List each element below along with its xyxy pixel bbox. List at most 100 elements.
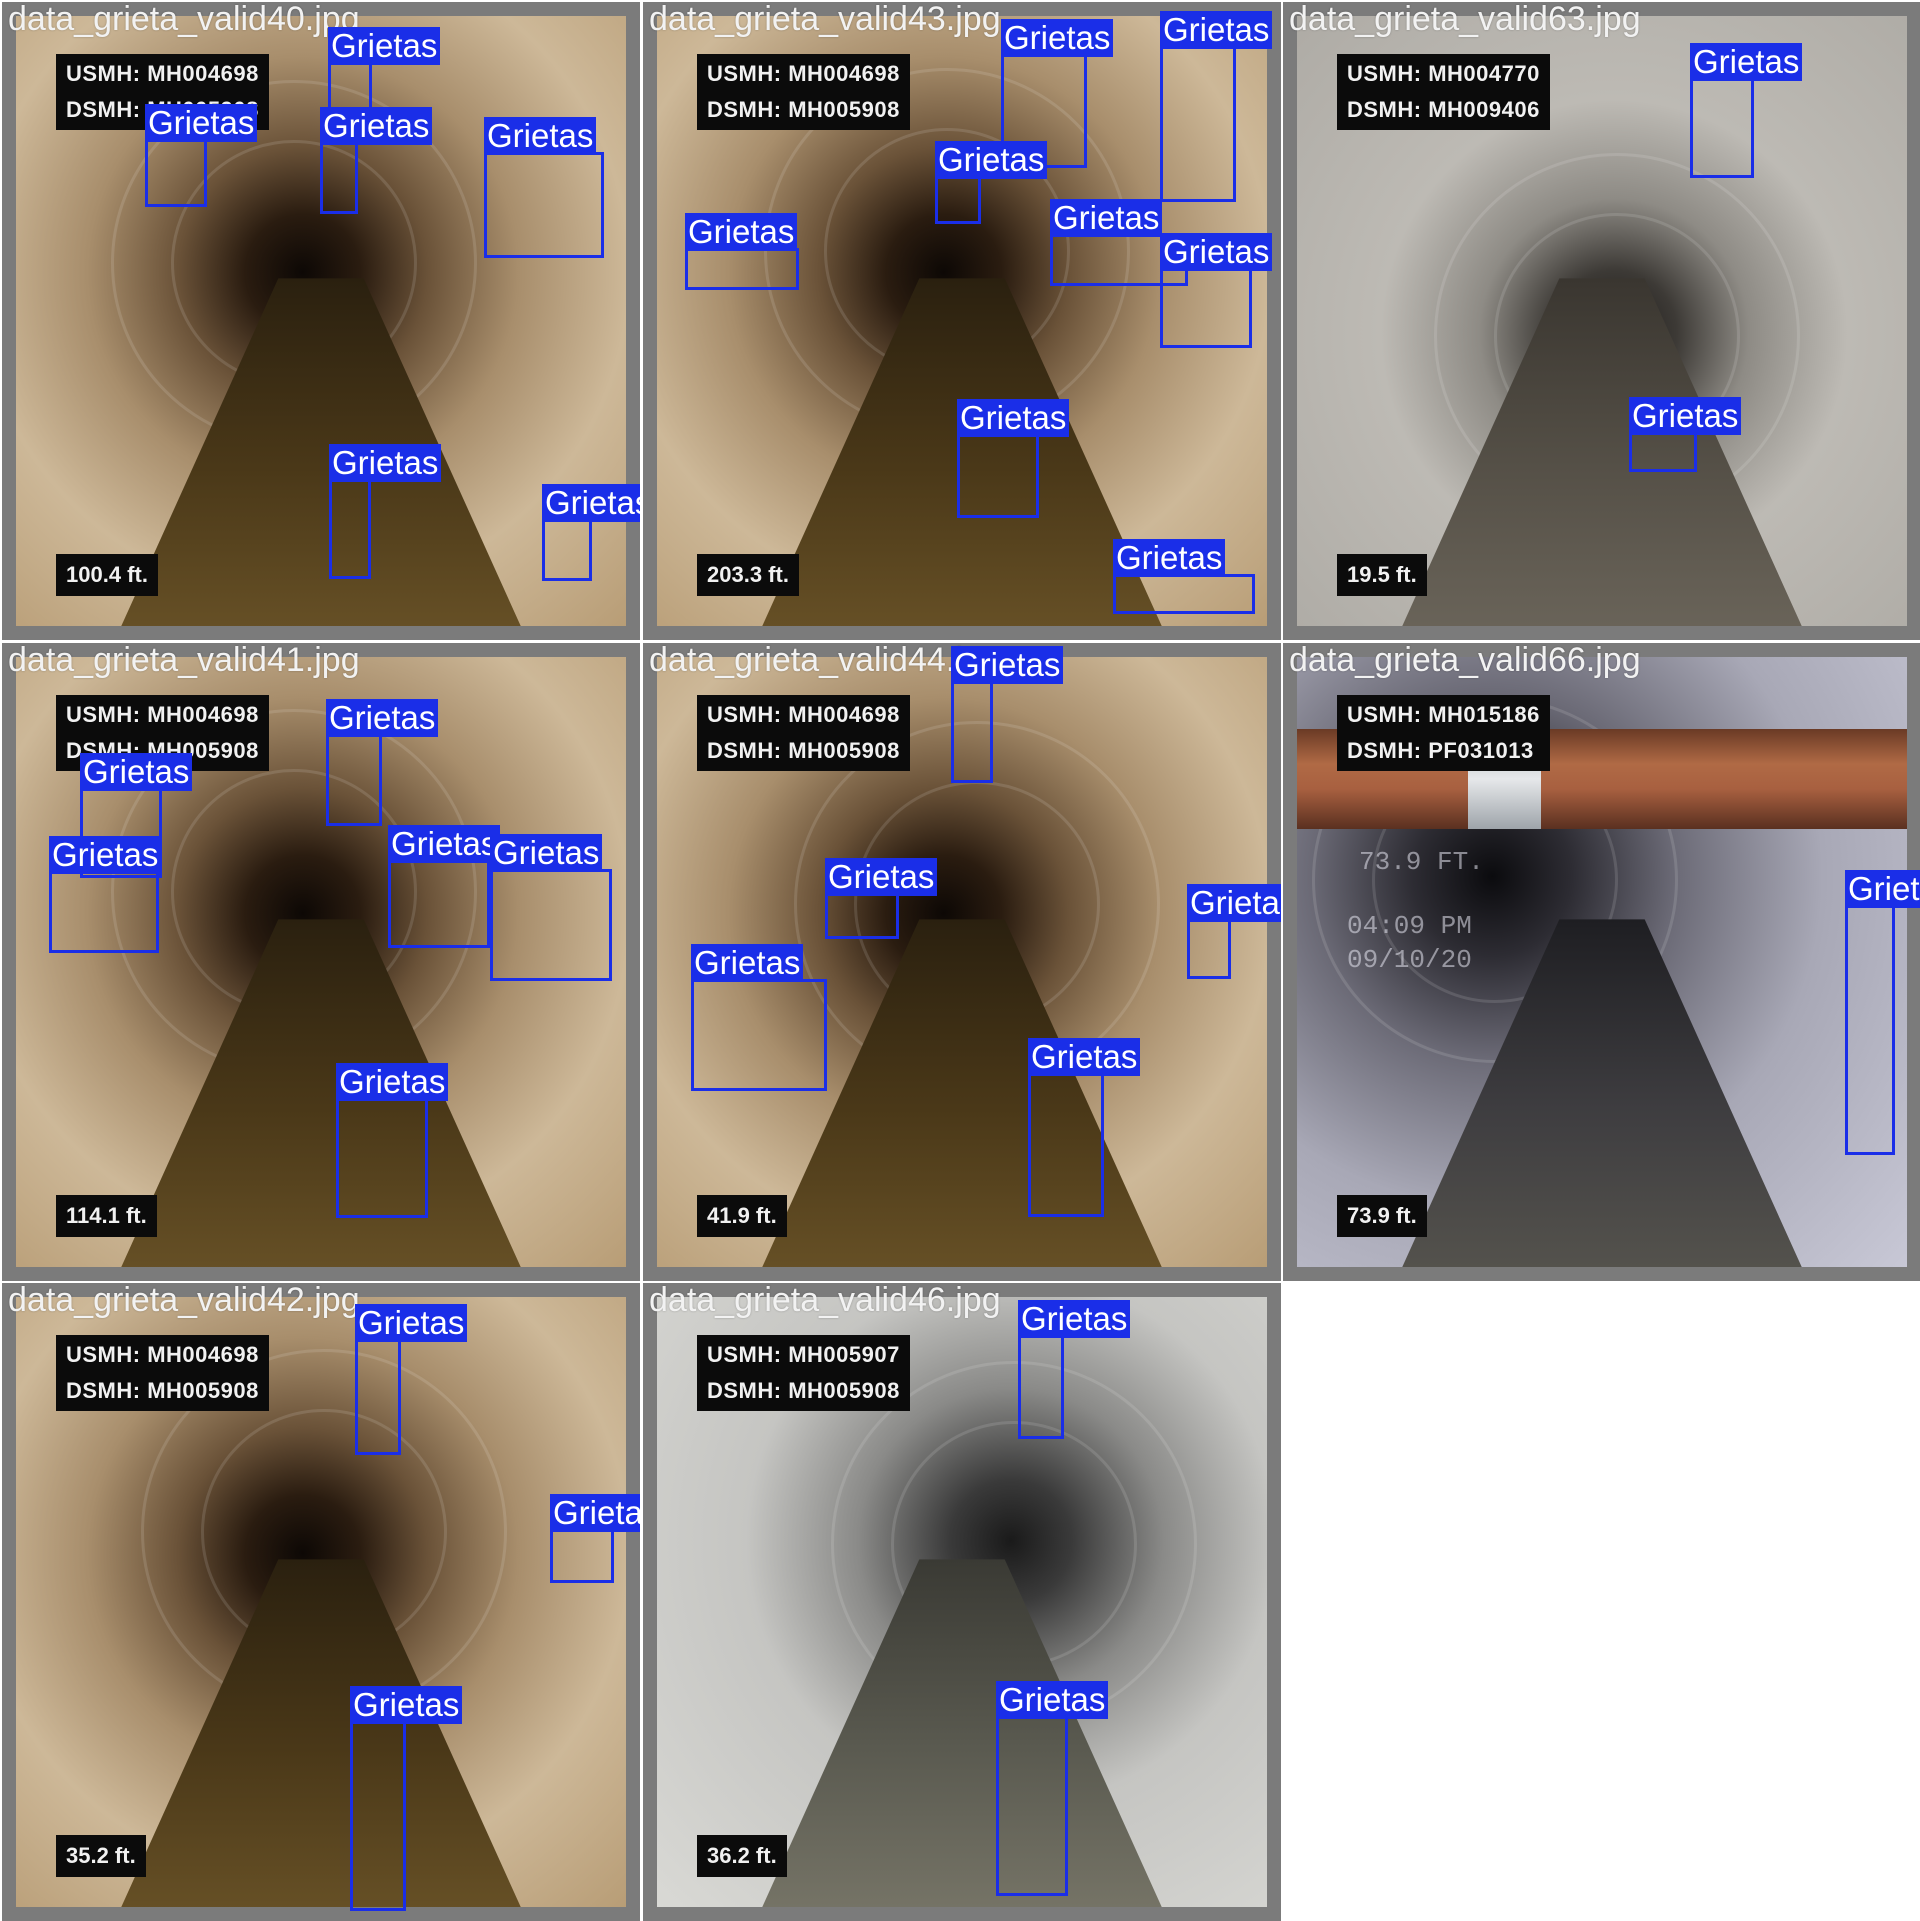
detection-class-label: Grietas bbox=[484, 117, 597, 155]
detection-class-label: Grietas bbox=[320, 107, 433, 145]
distance-overlay: 73.9 ft. bbox=[1337, 1195, 1427, 1237]
manhole-id-overlay: USMH: MH004770 DSMH: MH009406 bbox=[1337, 54, 1550, 130]
image-filename: data_grieta_valid63.jpg bbox=[1289, 2, 1641, 38]
image-filename: data_grieta_valid46.jpg bbox=[649, 1283, 1001, 1319]
detection-class-label: Grietas bbox=[49, 836, 162, 874]
upstream-manhole-label: USMH: MH005907 bbox=[707, 1342, 900, 1367]
image-filename: data_grieta_valid41.jpg bbox=[8, 643, 360, 679]
crack-detection-box: Grietas bbox=[326, 699, 439, 826]
upstream-manhole-label: USMH: MH004698 bbox=[66, 1342, 259, 1367]
detection-class-label: Grietas bbox=[1028, 1038, 1141, 1076]
crack-detection-box: Grietas bbox=[49, 836, 162, 953]
crack-detection-box: Grietas bbox=[484, 117, 604, 258]
image-tile: USMH: MH004698 DSMH: MH005908 114.1 ft. dat… bbox=[2, 643, 640, 1281]
upstream-manhole-label: USMH: MH004770 bbox=[1347, 61, 1540, 86]
crack-detection-box: Grietas bbox=[1187, 884, 1281, 979]
image-tile: USMH: MH005907 DSMH: MH005908 36.2 ft. data… bbox=[643, 1283, 1281, 1921]
detection-class-label: Grietas bbox=[550, 1494, 640, 1532]
image-tile: 73.9 FT. 04:09 PM 09/10/20 USMH: MH015186 DS… bbox=[1283, 643, 1920, 1281]
pipe-inspection-photo: 73.9 FT. 04:09 PM 09/10/20 USMH: MH015186 DS… bbox=[1297, 657, 1907, 1267]
crack-detection-box: Grietas bbox=[145, 104, 258, 207]
detection-class-label: Grietas bbox=[957, 399, 1070, 437]
manhole-id-overlay: USMH: MH004698 DSMH: MH005908 bbox=[697, 54, 910, 130]
video-date-stamp: 09/10/20 bbox=[1347, 945, 1472, 975]
crack-detection-box: Grietas bbox=[328, 27, 441, 110]
detection-class-label: Grietas bbox=[80, 753, 193, 791]
crack-detection-box: Grietas bbox=[80, 753, 193, 878]
distance-overlay: 36.2 ft. bbox=[697, 1835, 787, 1877]
crack-detection-box: Grietas bbox=[350, 1686, 463, 1911]
downstream-manhole-label: DSMH: PF031013 bbox=[1347, 738, 1534, 763]
video-time-stamp: 04:09 PM bbox=[1347, 911, 1472, 941]
detection-class-label: Grietas bbox=[1113, 539, 1226, 577]
upstream-manhole-label: USMH: MH004698 bbox=[66, 61, 259, 86]
crack-detection-box: Grietas bbox=[1001, 19, 1114, 168]
detection-class-label: Grietas bbox=[1629, 397, 1742, 435]
crack-detection-box: Grietas bbox=[1018, 1300, 1131, 1439]
detection-class-label: Grietas bbox=[1690, 43, 1803, 81]
detection-class-label: Grietas bbox=[388, 825, 501, 863]
crack-detection-box: Grietas bbox=[1113, 539, 1255, 614]
image-filename: data_grieta_valid40.jpg bbox=[8, 2, 360, 38]
crack-detection-box: Grietas bbox=[388, 825, 501, 948]
video-depth-stamp: 73.9 FT. bbox=[1359, 847, 1484, 877]
crack-detection-box: Grietas bbox=[685, 213, 799, 290]
image-tile: USMH: MH004770 DSMH: MH009406 19.5 ft. data… bbox=[1283, 2, 1920, 640]
image-filename: data_grieta_valid42.jpg bbox=[8, 1283, 360, 1319]
distance-overlay: 114.1 ft. bbox=[56, 1195, 157, 1237]
crack-detection-box: Grietas bbox=[550, 1494, 640, 1583]
image-filename: data_grieta_valid43.jpg bbox=[649, 2, 1001, 38]
crack-detection-box: Grietas bbox=[996, 1681, 1109, 1896]
crack-detection-box: Grietas bbox=[542, 484, 640, 581]
detection-class-label: Grietas bbox=[1001, 19, 1114, 57]
distance-overlay: 35.2 ft. bbox=[56, 1835, 146, 1877]
crack-detection-box: Grietas bbox=[355, 1304, 468, 1455]
crack-detection-box: Grietas bbox=[1629, 397, 1742, 472]
detection-class-label: Grietas bbox=[951, 646, 1064, 684]
detection-class-label: Grietas bbox=[1160, 233, 1273, 271]
downstream-manhole-label: DSMH: MH005908 bbox=[707, 1378, 900, 1403]
crack-detection-box: Grietas bbox=[957, 399, 1070, 518]
detection-class-label: Grietas bbox=[542, 484, 640, 522]
image-filename: data_grieta_valid66.jpg bbox=[1289, 643, 1641, 679]
crack-detection-box: Grietas bbox=[1028, 1038, 1141, 1217]
crack-detection-box: Grietas bbox=[336, 1063, 449, 1218]
crack-detection-box: Grietas bbox=[1050, 199, 1188, 286]
downstream-manhole-label: DSMH: MH009406 bbox=[1347, 97, 1540, 122]
crack-detection-box: Grietas bbox=[320, 107, 433, 214]
detection-class-label: Grietas bbox=[355, 1304, 468, 1342]
upstream-manhole-label: USMH: MH004698 bbox=[66, 702, 259, 727]
upstream-manhole-label: USMH: MH015186 bbox=[1347, 702, 1540, 727]
detection-class-label: Grietas bbox=[685, 213, 798, 251]
crack-detection-box: Grietas bbox=[1690, 43, 1803, 178]
pipe-inspection-photo: USMH: MH004770 DSMH: MH009406 19.5 ft. bbox=[1297, 16, 1907, 626]
detection-class-label: Grietas bbox=[490, 834, 603, 872]
detection-class-label: Grietas bbox=[691, 944, 804, 982]
crack-detection-box: Grietas bbox=[1160, 233, 1273, 348]
upstream-manhole-label: USMH: MH004698 bbox=[707, 61, 900, 86]
crack-detection-box: Grietas bbox=[691, 944, 827, 1091]
downstream-manhole-label: DSMH: MH005908 bbox=[66, 1378, 259, 1403]
detection-class-label: Grietas bbox=[145, 104, 258, 142]
image-filename: data_grieta_valid44.jpg bbox=[649, 643, 1001, 679]
downstream-manhole-label: DSMH: MH005908 bbox=[707, 97, 900, 122]
detection-class-label: Grietas bbox=[996, 1681, 1109, 1719]
pipe-inspection-photo: USMH: MH005907 DSMH: MH005908 36.2 ft. bbox=[657, 1297, 1267, 1907]
detection-class-label: Grietas bbox=[336, 1063, 449, 1101]
manhole-id-overlay: USMH: MH004698 DSMH: MH005908 bbox=[56, 1335, 269, 1411]
detection-class-label: Grietas bbox=[329, 444, 442, 482]
image-tile: USMH: MH004698 DSMH: MH005908 35.2 ft. data… bbox=[2, 1283, 640, 1921]
image-tile: USMH: MH004698 DSMH: MH005908 41.9 ft. data… bbox=[643, 643, 1281, 1281]
detection-class-label: Grietas bbox=[1018, 1300, 1131, 1338]
distance-overlay: 100.4 ft. bbox=[56, 554, 158, 596]
manhole-id-overlay: USMH: MH015186 DSMH: PF031013 bbox=[1337, 695, 1550, 771]
detection-class-label: Grietas bbox=[1845, 870, 1920, 908]
image-tile: USMH: MH004698 DSMH: MH005908 203.3 ft. dat… bbox=[643, 2, 1281, 640]
manhole-id-overlay: USMH: MH005907 DSMH: MH005908 bbox=[697, 1335, 910, 1411]
crack-detection-box: Grietas bbox=[329, 444, 442, 579]
pipe-inspection-photo: USMH: MH004698 DSMH: MH005908 35.2 ft. bbox=[16, 1297, 626, 1907]
crack-detection-box: Grietas bbox=[490, 834, 612, 981]
detection-class-label: Grietas bbox=[1187, 884, 1281, 922]
